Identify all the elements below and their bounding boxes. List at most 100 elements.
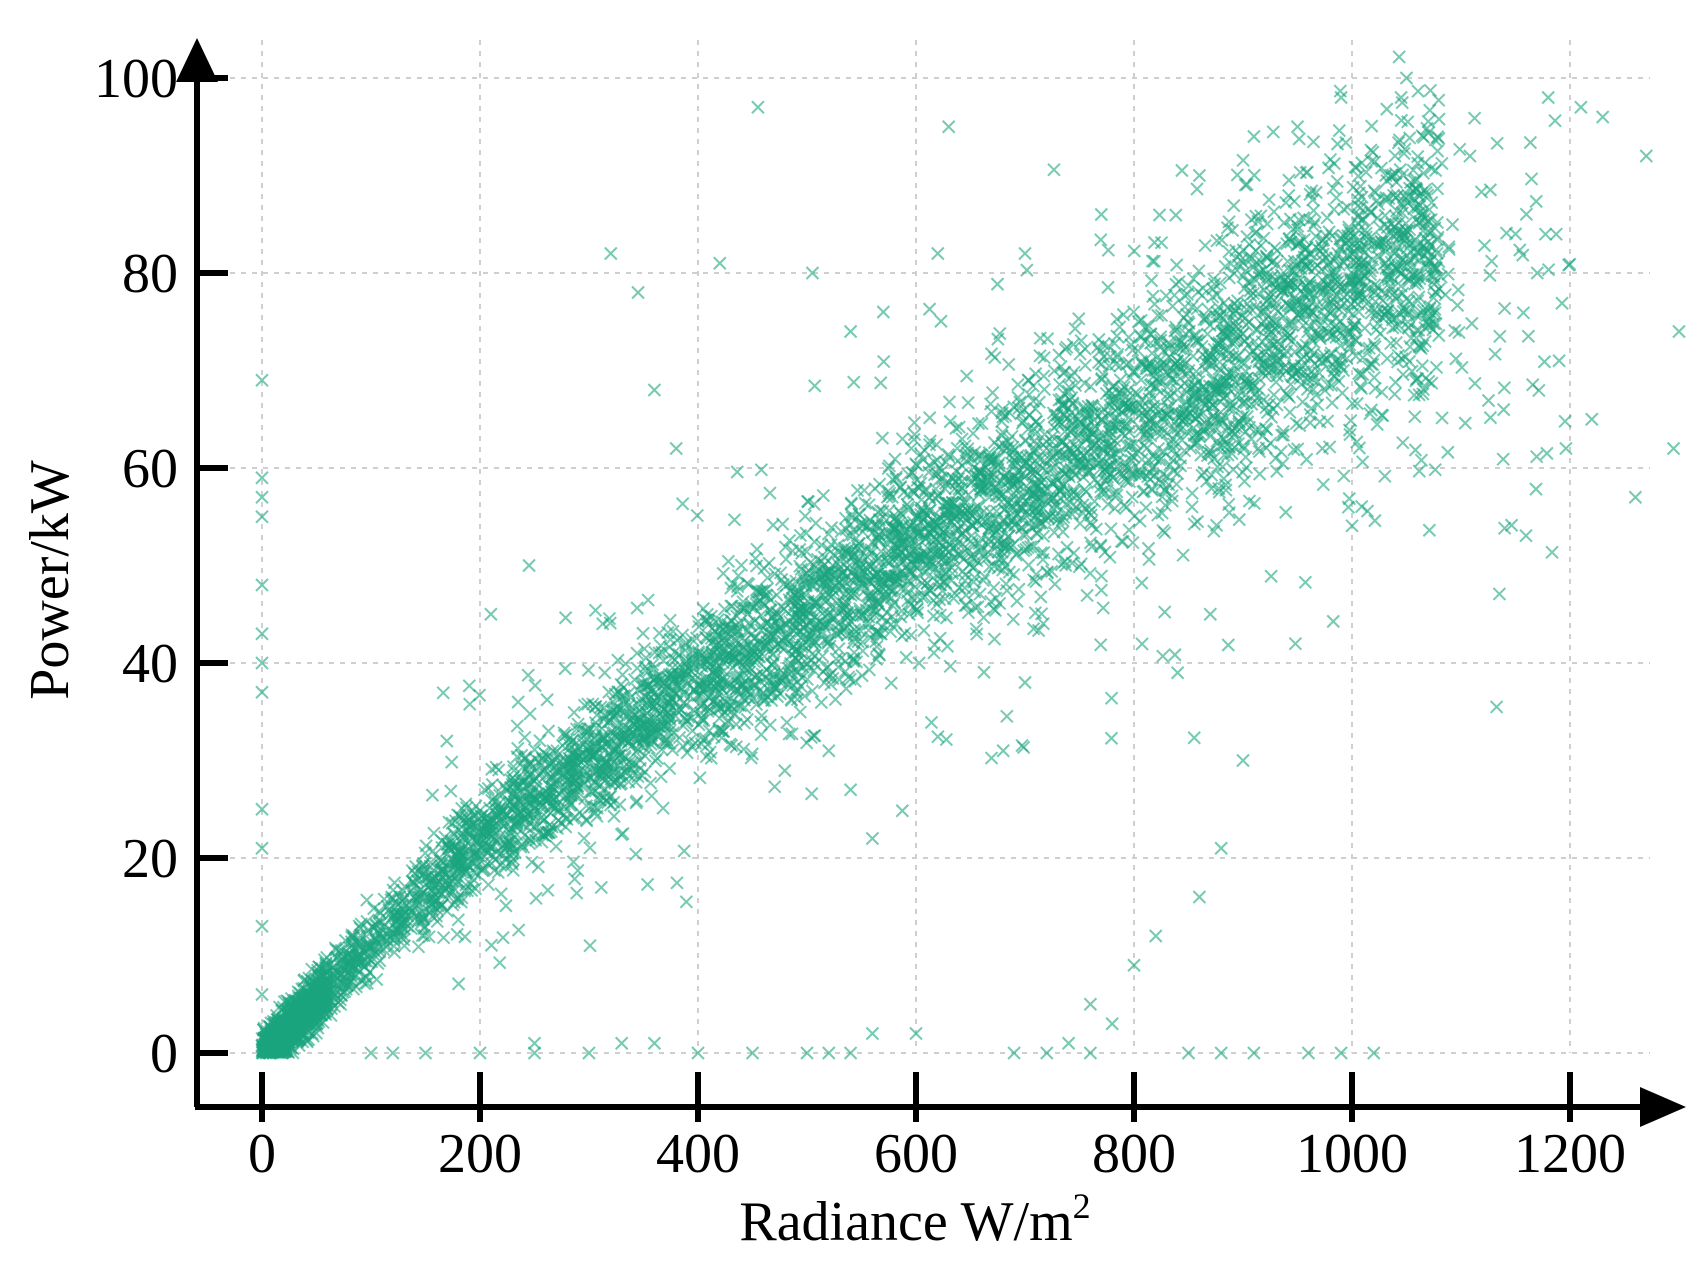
data-point bbox=[1325, 396, 1339, 410]
data-point bbox=[577, 698, 592, 712]
data-point bbox=[636, 626, 650, 641]
data-point bbox=[1326, 181, 1340, 195]
data-point bbox=[1380, 351, 1394, 366]
data-point bbox=[1185, 486, 1199, 501]
data-point bbox=[1380, 102, 1394, 116]
grid bbox=[197, 40, 1650, 1054]
data-point bbox=[1151, 508, 1165, 522]
data-point bbox=[1287, 443, 1301, 457]
data-point bbox=[730, 584, 744, 598]
data-point bbox=[1423, 83, 1438, 98]
data-point bbox=[411, 940, 426, 954]
data-point bbox=[1330, 174, 1344, 189]
data-point bbox=[1168, 324, 1182, 338]
data-point bbox=[1364, 403, 1379, 417]
data-point bbox=[923, 434, 937, 448]
data-point bbox=[1210, 460, 1225, 474]
data-point bbox=[644, 789, 659, 803]
data-point bbox=[1255, 335, 1270, 349]
data-point bbox=[1399, 216, 1413, 231]
data-point bbox=[1283, 405, 1297, 420]
data-point bbox=[360, 893, 374, 907]
data-point bbox=[961, 396, 975, 410]
data-point bbox=[952, 420, 966, 434]
data-point bbox=[1276, 456, 1290, 471]
data-point bbox=[780, 715, 794, 730]
data-point bbox=[1104, 522, 1118, 536]
data-point bbox=[1006, 612, 1020, 627]
data-point bbox=[1094, 569, 1109, 583]
data-point bbox=[1392, 50, 1406, 64]
data-point bbox=[1116, 307, 1131, 322]
data-point bbox=[1106, 440, 1121, 454]
data-point bbox=[814, 695, 828, 710]
data-point bbox=[1147, 297, 1162, 311]
data-point bbox=[926, 609, 941, 623]
data-point bbox=[1034, 590, 1048, 604]
data-point bbox=[1351, 366, 1366, 381]
data-point bbox=[1274, 428, 1289, 442]
data-point bbox=[1381, 272, 1396, 287]
data-point bbox=[451, 913, 466, 927]
data-point bbox=[1165, 299, 1180, 313]
data-point bbox=[1282, 173, 1296, 187]
data-point bbox=[1405, 364, 1419, 378]
data-point bbox=[1073, 516, 1087, 531]
data-point bbox=[1416, 224, 1430, 238]
data-point bbox=[1094, 485, 1108, 499]
data-point bbox=[1089, 522, 1103, 536]
data-point bbox=[1078, 358, 1092, 372]
data-point bbox=[1389, 335, 1404, 350]
data-point bbox=[987, 632, 1002, 646]
data-point bbox=[1048, 577, 1062, 591]
data-point bbox=[1429, 360, 1444, 375]
data-point bbox=[1226, 462, 1240, 477]
data-point bbox=[1430, 144, 1445, 158]
data-point bbox=[987, 580, 1001, 595]
data-point bbox=[899, 650, 913, 665]
data-point bbox=[1145, 346, 1159, 360]
data-point bbox=[1350, 396, 1364, 411]
data-point bbox=[1147, 235, 1162, 250]
data-point bbox=[1364, 119, 1379, 133]
data-point bbox=[1147, 254, 1162, 269]
data-point bbox=[1430, 181, 1445, 196]
data-point bbox=[1267, 204, 1281, 219]
data-point bbox=[1320, 414, 1335, 428]
data-point bbox=[1227, 198, 1241, 213]
data-point bbox=[1411, 84, 1425, 98]
data-point bbox=[1249, 396, 1264, 410]
data-point bbox=[485, 777, 500, 792]
data-point bbox=[1431, 93, 1446, 107]
data-point bbox=[1361, 360, 1376, 374]
data-point bbox=[1108, 501, 1122, 516]
data-point bbox=[1007, 567, 1021, 582]
data-point bbox=[884, 676, 898, 690]
data-point bbox=[1169, 208, 1183, 222]
data-point bbox=[1402, 131, 1417, 145]
data-point bbox=[1367, 370, 1381, 385]
data-point bbox=[1077, 376, 1092, 390]
data-point bbox=[1167, 288, 1182, 302]
data-point bbox=[1363, 406, 1377, 421]
data-point bbox=[1215, 233, 1229, 247]
data-point bbox=[1011, 377, 1025, 392]
data-point bbox=[917, 623, 931, 638]
data-point bbox=[1051, 547, 1066, 561]
data-point bbox=[971, 600, 985, 614]
data-point bbox=[779, 552, 793, 566]
data-point bbox=[760, 571, 775, 585]
data-point bbox=[805, 684, 820, 698]
data-point bbox=[1323, 152, 1338, 167]
data-point bbox=[1292, 132, 1306, 146]
data-point bbox=[569, 722, 584, 736]
data-point bbox=[985, 386, 1000, 400]
data-point bbox=[1037, 382, 1052, 397]
data-point bbox=[1267, 388, 1281, 402]
data-point bbox=[1141, 541, 1156, 556]
data-point bbox=[1274, 444, 1288, 459]
data-point bbox=[1262, 193, 1276, 207]
data-point bbox=[1276, 428, 1291, 442]
data-point bbox=[1397, 146, 1411, 161]
data-point bbox=[1388, 149, 1402, 163]
